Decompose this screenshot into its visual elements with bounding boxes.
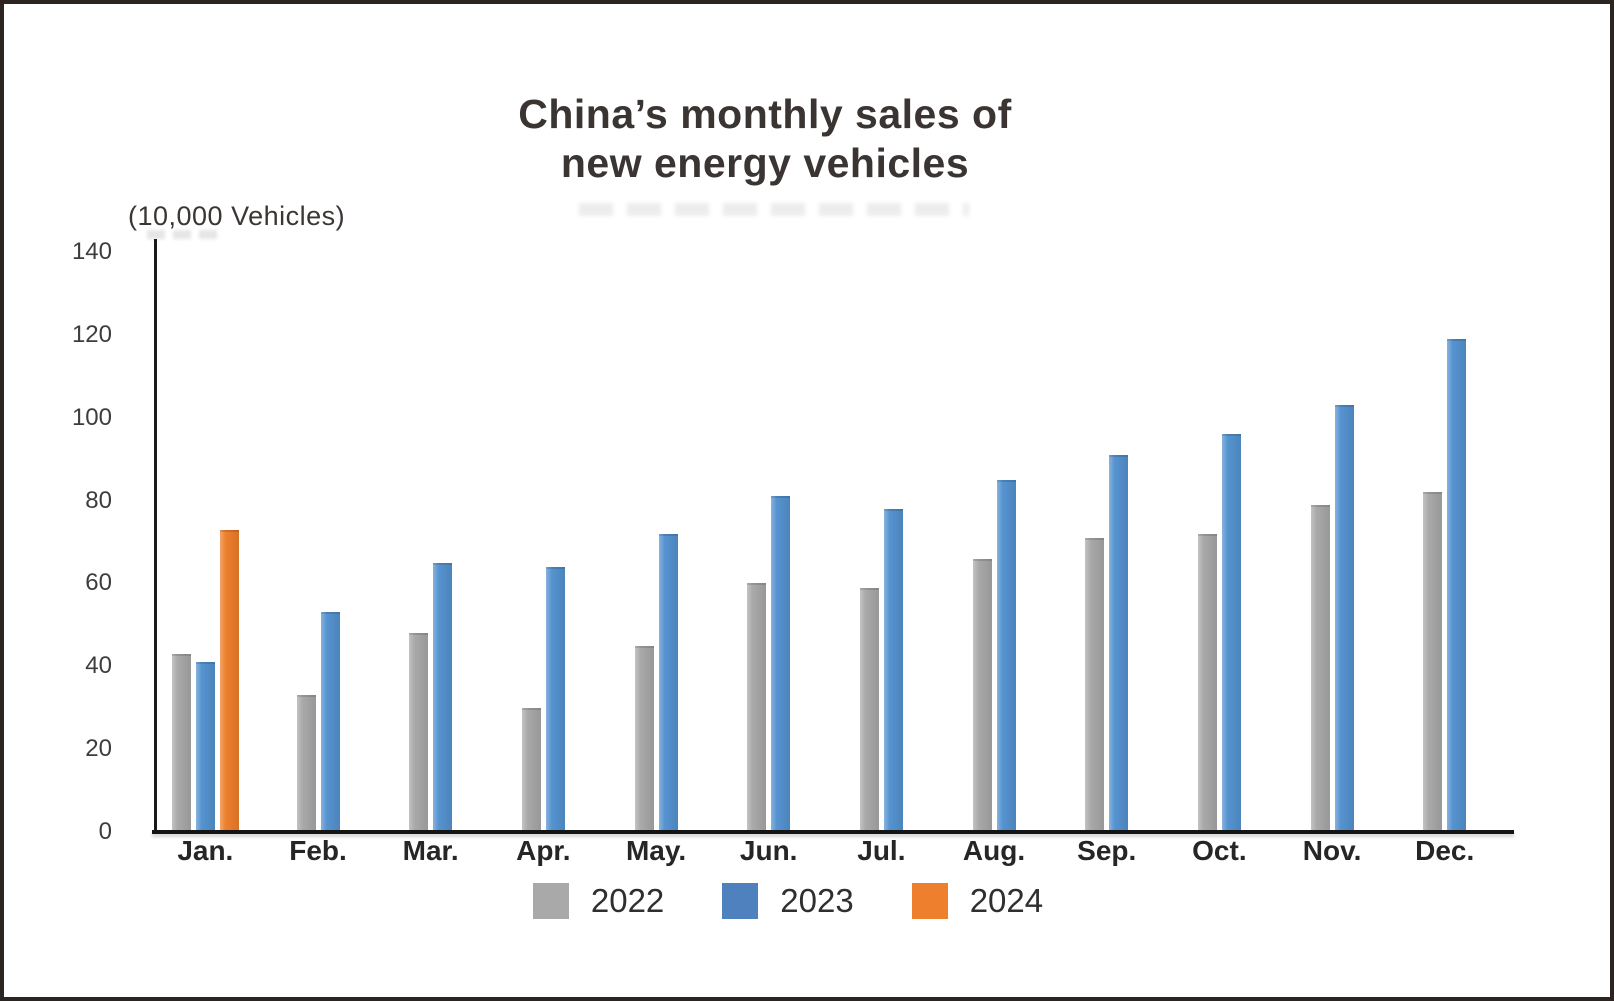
bar-2023-nov — [1334, 405, 1354, 832]
y-tick-0: 0 — [98, 818, 112, 845]
legend-item-2022: 2022 — [532, 882, 665, 919]
bar-group-aug — [938, 252, 1051, 832]
legend-item-2023: 2023 — [722, 882, 854, 919]
bar-group-may — [600, 252, 713, 832]
x-label-mar: Mar. — [402, 835, 459, 866]
y-axis-tick-labels: 0 20 40 60 80 100 120 140 — [34, 4, 112, 997]
y-axis-unit-label: (10,000 Vehicles) — [128, 201, 346, 231]
bar-2023-jul — [883, 508, 903, 832]
bar-2022-jul — [859, 587, 879, 832]
bar-2022-aug — [972, 558, 992, 832]
y-tick-40: 40 — [85, 652, 112, 680]
chart-title-line2: new energy vehicles — [560, 140, 970, 187]
bar-group-oct — [1163, 252, 1276, 832]
bar-2023-aug — [996, 479, 1016, 832]
legend-label-2022: 2022 — [590, 882, 665, 919]
bar-2022-jan — [171, 653, 191, 832]
bar-group-apr — [487, 252, 600, 832]
bar-2022-mar — [409, 633, 429, 832]
x-label-jul: Jul. — [857, 835, 906, 866]
legend-item-2024: 2024 — [911, 882, 1044, 919]
y-tick-60: 60 — [85, 569, 112, 597]
x-label-sep: Sep. — [1077, 835, 1137, 866]
legend-swatch-2024 — [911, 883, 948, 919]
bar-2023-jan — [195, 662, 215, 832]
bar-group-jun — [712, 252, 825, 832]
legend-swatch-2022 — [532, 883, 569, 919]
bar-2023-mar — [433, 562, 453, 832]
bar-2022-oct — [1197, 533, 1217, 832]
bar-2022-may — [634, 645, 654, 832]
bar-2022-jun — [747, 583, 767, 832]
x-label-may: May. — [625, 835, 687, 866]
bar-group-jul — [825, 252, 938, 832]
y-axis-line — [154, 239, 157, 832]
x-label-aug: Aug. — [962, 835, 1026, 866]
y-tick-140: 140 — [71, 238, 112, 265]
y-tick-20: 20 — [85, 735, 112, 763]
x-label-feb: Feb. — [289, 835, 347, 866]
legend-swatch-2023 — [722, 883, 759, 919]
bar-2023-may — [658, 533, 678, 832]
x-label-jun: Jun. — [739, 835, 798, 866]
y-tick-120: 120 — [71, 320, 112, 348]
bar-2023-sep — [1109, 455, 1129, 832]
legend-label-2023: 2023 — [780, 882, 854, 919]
legend-label-2024: 2024 — [969, 882, 1044, 919]
x-label-dec: Dec. — [1415, 835, 1475, 866]
x-label-nov: Nov. — [1302, 835, 1362, 866]
bar-2022-apr — [521, 707, 541, 832]
legend: 2022 2023 2024 — [4, 882, 1591, 919]
bar-groups — [149, 252, 1501, 832]
bar-group-mar — [374, 252, 487, 832]
chart-title-line1: China’s monthly sales of — [518, 91, 1012, 137]
faded-text-artifact — [579, 203, 969, 216]
bar-2023-apr — [545, 566, 565, 832]
bar-2023-oct — [1221, 434, 1241, 832]
bar-2024-jan — [219, 529, 239, 832]
x-label-apr: Apr. — [516, 835, 571, 866]
chart-title: China’s monthly sales of new energy vehi… — [4, 90, 1568, 188]
bar-2022-sep — [1085, 537, 1105, 832]
bar-2022-dec — [1423, 492, 1443, 832]
y-tick-80: 80 — [85, 486, 112, 514]
bar-2022-feb — [296, 695, 316, 832]
bar-group-sep — [1050, 252, 1163, 832]
bar-group-nov — [1276, 252, 1389, 832]
bar-group-dec — [1388, 252, 1501, 832]
x-label-jan: Jan. — [177, 835, 234, 866]
bar-2023-jun — [771, 496, 791, 832]
bar-2022-nov — [1310, 504, 1330, 832]
bar-group-jan — [149, 252, 262, 832]
bar-group-feb — [262, 252, 375, 832]
x-label-oct: Oct. — [1192, 835, 1247, 866]
bar-2023-feb — [320, 612, 340, 832]
x-axis-labels: Jan. Feb. Mar. Apr. May. Jun. Jul. Aug. Sep. Oct.… — [149, 835, 1501, 867]
bar-2023-dec — [1447, 339, 1467, 832]
plot-area — [152, 239, 1516, 834]
x-axis-line — [152, 830, 1514, 834]
y-tick-100: 100 — [71, 403, 112, 431]
